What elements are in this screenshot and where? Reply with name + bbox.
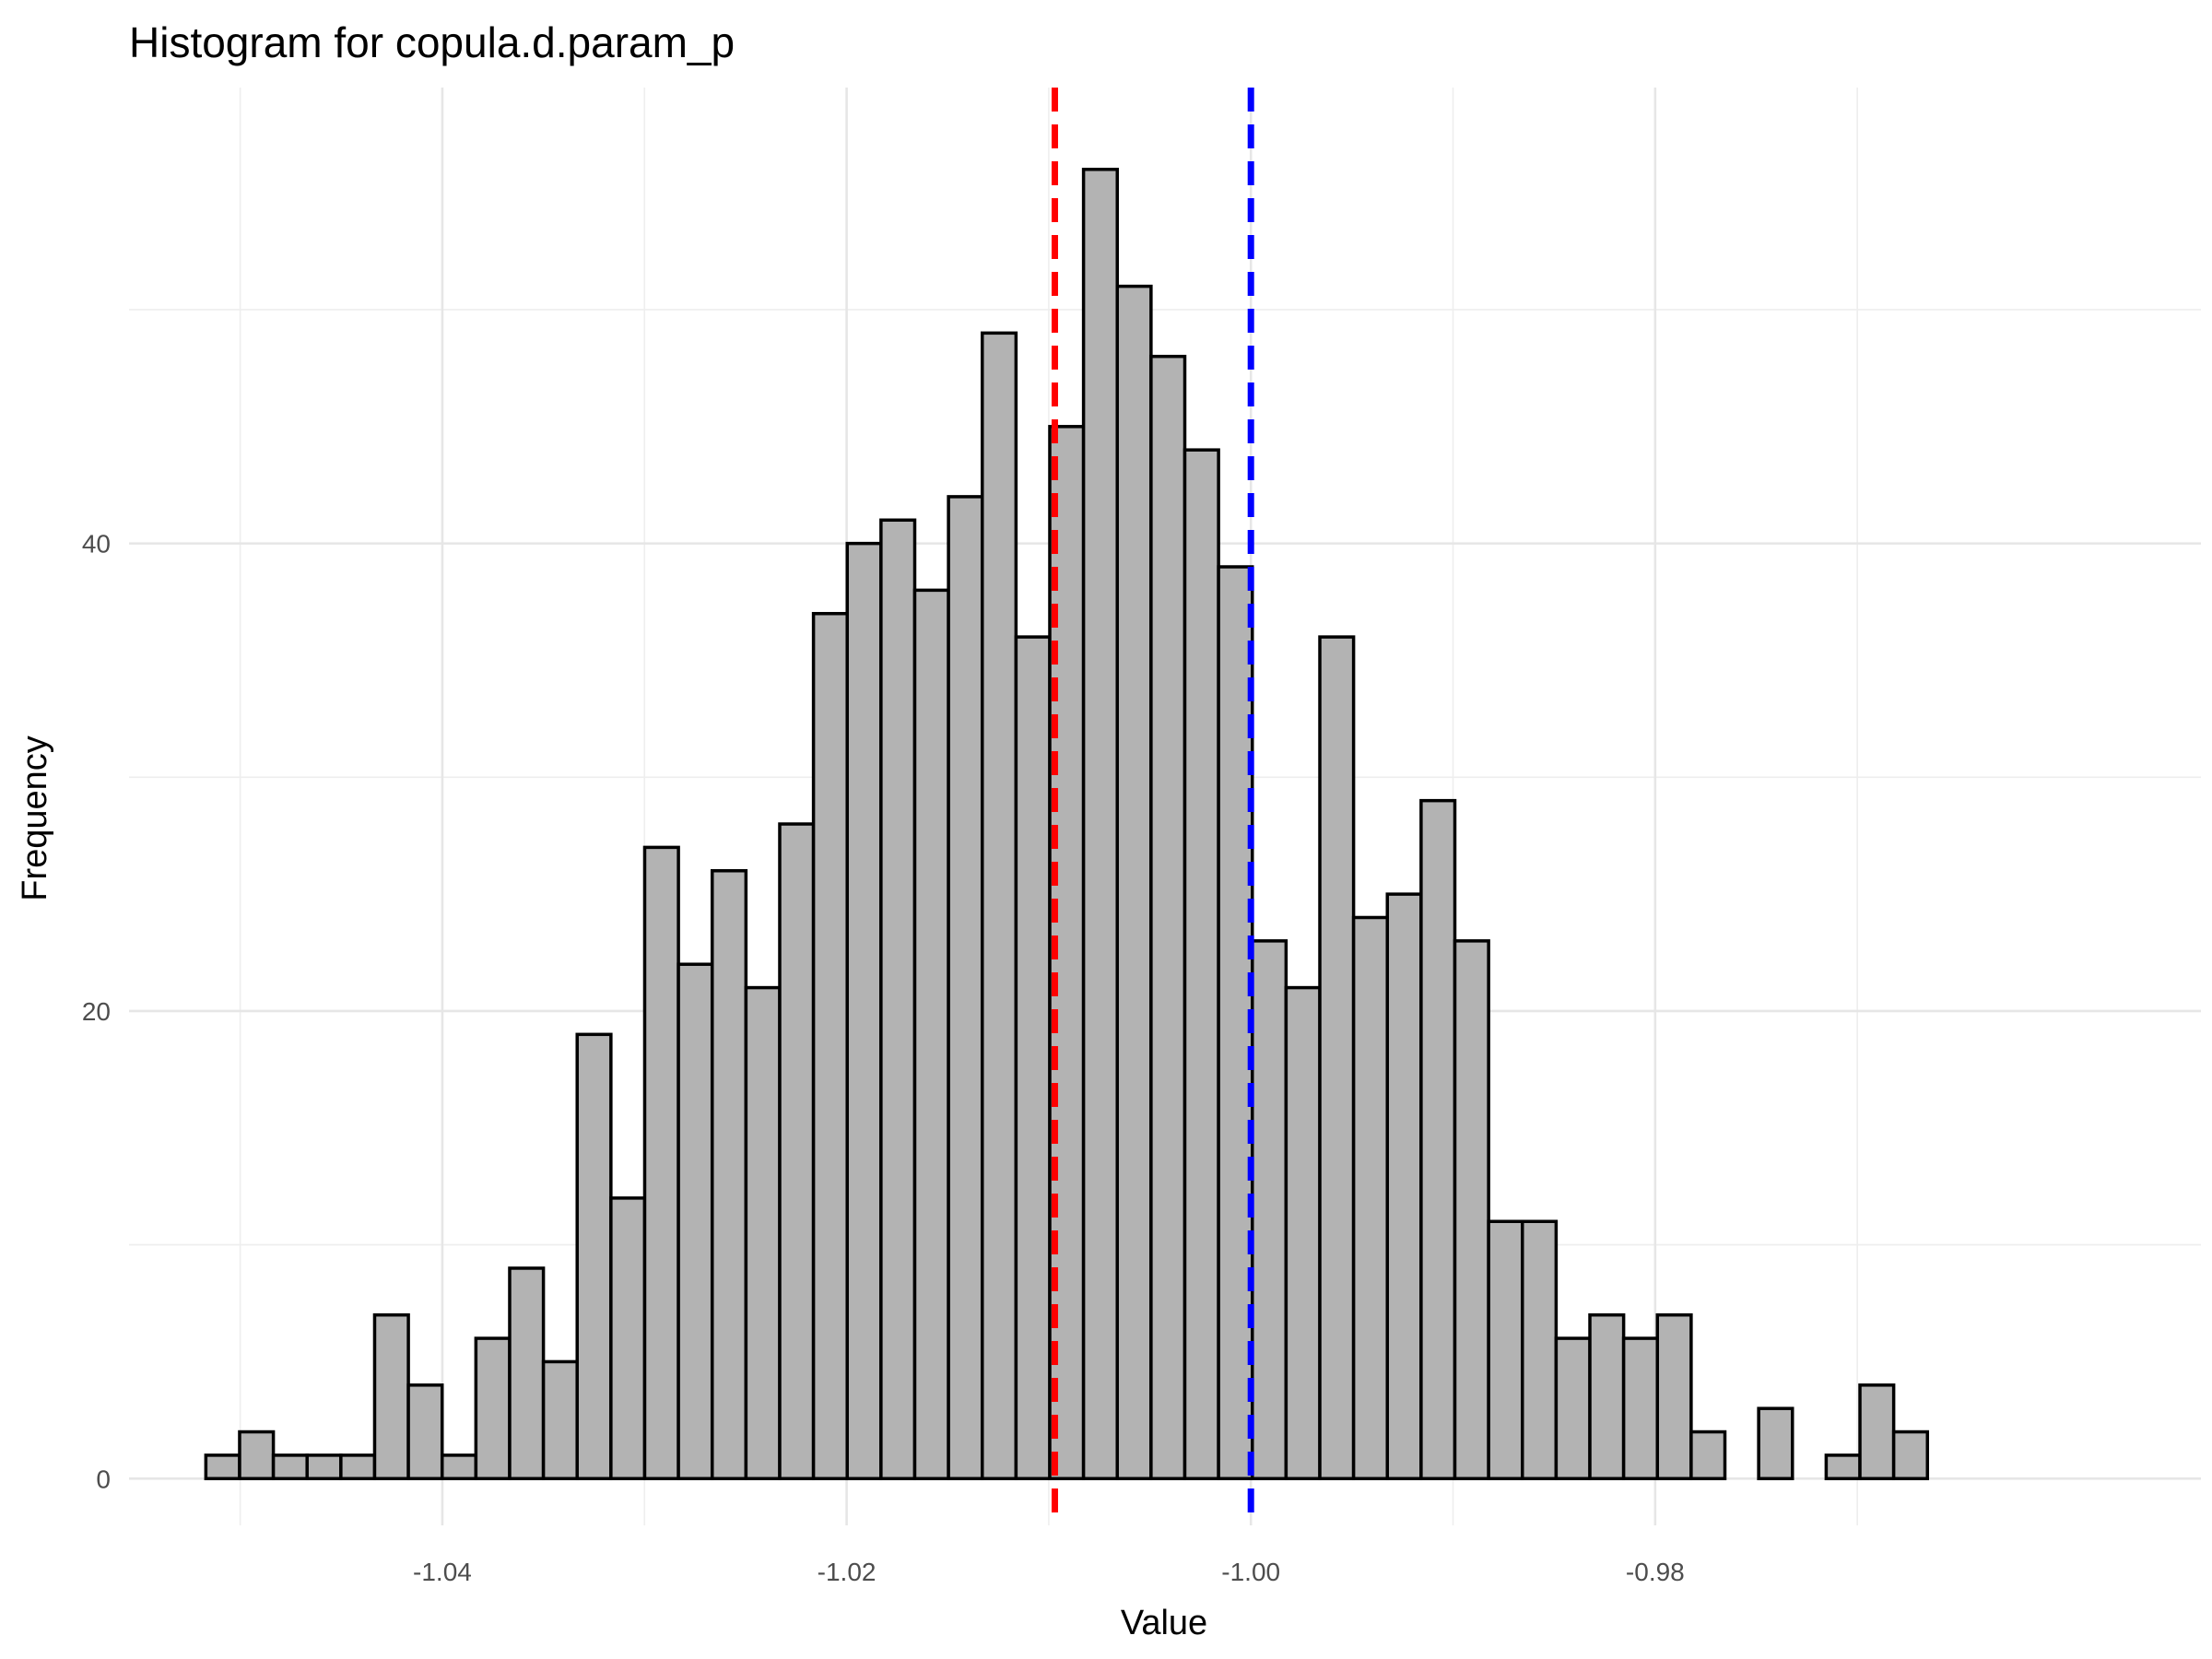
reference-lines-layer	[1051, 88, 1254, 1525]
histogram-bar	[778, 822, 816, 1481]
histogram-bar	[845, 541, 883, 1481]
histogram-bar	[947, 495, 984, 1481]
histogram-bar	[609, 1196, 647, 1481]
histogram-bar	[204, 1453, 241, 1481]
histogram-bar	[575, 1032, 613, 1481]
histogram-bar	[1217, 565, 1254, 1481]
histogram-bar	[1757, 1406, 1794, 1481]
histogram-bar	[811, 611, 849, 1481]
histogram-bar	[1554, 1336, 1592, 1481]
histogram-bar	[1588, 1312, 1626, 1481]
histogram-bar	[1655, 1312, 1693, 1481]
histogram-bar	[1453, 939, 1490, 1481]
histogram-bar	[744, 985, 782, 1481]
bars-layer	[204, 168, 1930, 1481]
histogram-bar	[1487, 1219, 1524, 1481]
y-tick-label: 0	[96, 1465, 111, 1493]
histogram-bar	[1351, 915, 1389, 1481]
histogram-bar	[710, 869, 748, 1481]
histogram-bar	[1689, 1430, 1727, 1481]
histogram-bar	[1621, 1336, 1660, 1481]
x-axis-title: Value	[1121, 1604, 1207, 1642]
histogram-bar	[339, 1453, 377, 1481]
histogram-bar	[1014, 635, 1052, 1481]
x-tick-label: -1.00	[1221, 1558, 1280, 1586]
y-axis-title: Frequency	[16, 735, 54, 901]
chart-title: Histogram for copula.d.param_p	[129, 18, 735, 66]
histogram-bar	[1521, 1219, 1559, 1481]
histogram-bar	[305, 1453, 343, 1481]
histogram-bar	[1250, 939, 1288, 1481]
histogram-bar	[1419, 798, 1457, 1481]
histogram-bar	[541, 1359, 579, 1481]
histogram-bar	[1858, 1383, 1896, 1481]
tick-labels-layer: -1.04 -1.02 -1.00 -0.98 0 20 40	[82, 530, 1685, 1586]
histogram-bar	[440, 1453, 478, 1481]
histogram-bar	[372, 1312, 410, 1481]
histogram-bar	[912, 588, 950, 1481]
histogram-bar	[980, 331, 1018, 1481]
x-tick-label: -1.04	[413, 1558, 472, 1586]
histogram-bar	[879, 518, 917, 1481]
histogram-bar	[1081, 168, 1119, 1481]
histogram-bar	[474, 1336, 512, 1481]
histogram-bar	[1284, 985, 1322, 1481]
histogram-bar	[508, 1266, 546, 1481]
histogram-bar	[1318, 635, 1356, 1481]
x-tick-label: -0.98	[1626, 1558, 1685, 1586]
histogram-bar	[677, 962, 714, 1481]
histogram-bar	[642, 845, 680, 1481]
histogram-bar	[1385, 892, 1423, 1481]
histogram-bar	[1182, 448, 1220, 1481]
histogram-bar	[1891, 1430, 1930, 1481]
histogram-bar	[1149, 354, 1187, 1481]
histogram-bar	[1115, 284, 1153, 1481]
histogram-bar	[238, 1430, 276, 1481]
x-tick-label: -1.02	[818, 1558, 877, 1586]
y-tick-label: 20	[82, 997, 111, 1026]
histogram-bar	[406, 1383, 444, 1481]
y-tick-label: 40	[82, 530, 111, 559]
histogram-bar	[271, 1453, 309, 1481]
histogram-bar	[1824, 1453, 1862, 1481]
